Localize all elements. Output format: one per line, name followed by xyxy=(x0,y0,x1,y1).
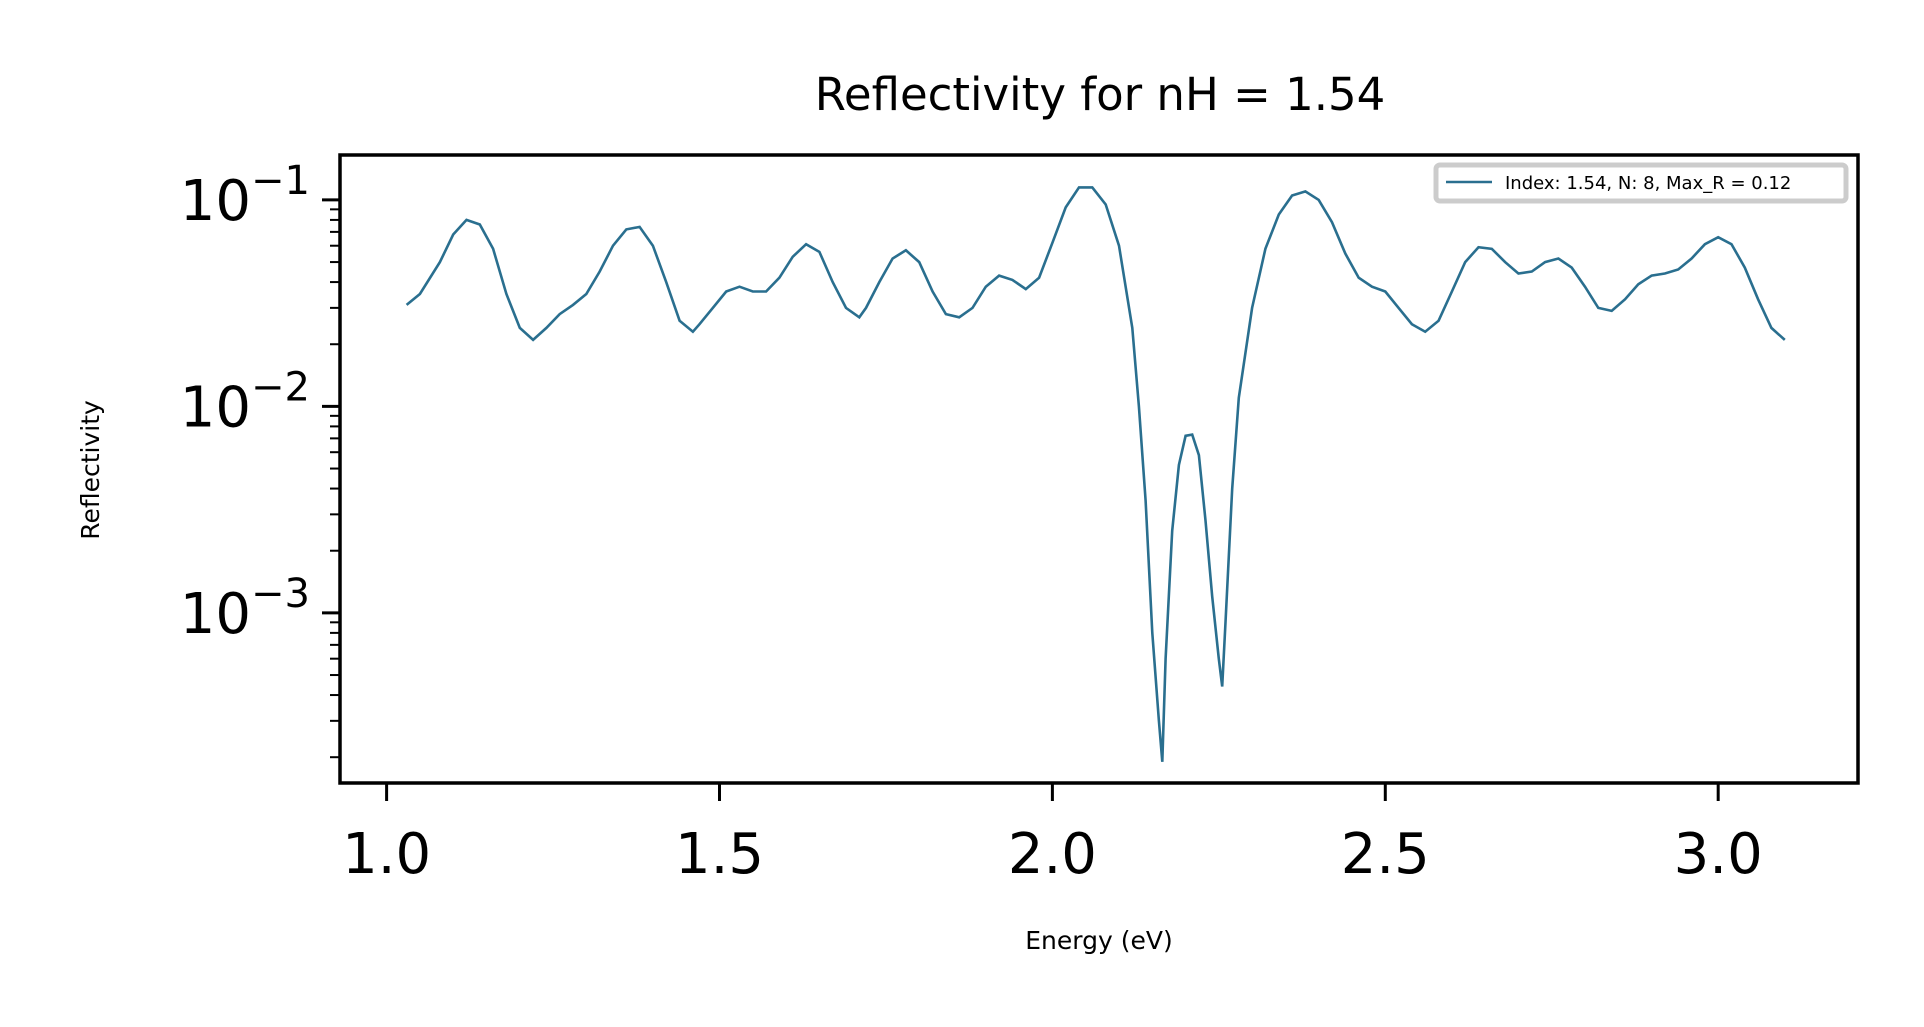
legend-entry-label: Index: 1.54, N: 8, Max_R = 0.12 xyxy=(1505,173,1791,194)
x-tick-label: 1.5 xyxy=(675,822,764,887)
plot-frame xyxy=(338,153,1860,785)
x-axis: 1.0 1.5 2.0 2.5 3.0 xyxy=(342,783,1763,887)
legend-box xyxy=(1433,162,1849,204)
legend: Index: 1.54, N: 8, Max_R = 0.12 xyxy=(1433,162,1849,204)
x-tick-label: 2.0 xyxy=(1008,822,1097,887)
y-tick-label: 10−2 xyxy=(180,364,310,440)
reflectivity-series-line xyxy=(405,186,1786,762)
y-axis-label: Reflectivity xyxy=(76,400,105,540)
x-tick-label: 3.0 xyxy=(1674,822,1763,887)
x-tick-label: 2.5 xyxy=(1341,822,1430,887)
x-axis-label: Energy (eV) xyxy=(1025,926,1172,955)
y-axis: 10−1 10−2 10−3 xyxy=(180,158,340,759)
chart-title: Reflectivity for nH = 1.54 xyxy=(815,68,1386,121)
x-tick-label: 1.0 xyxy=(342,822,431,887)
y-tick-label: 10−1 xyxy=(180,158,310,234)
y-tick-label: 10−3 xyxy=(180,571,310,647)
